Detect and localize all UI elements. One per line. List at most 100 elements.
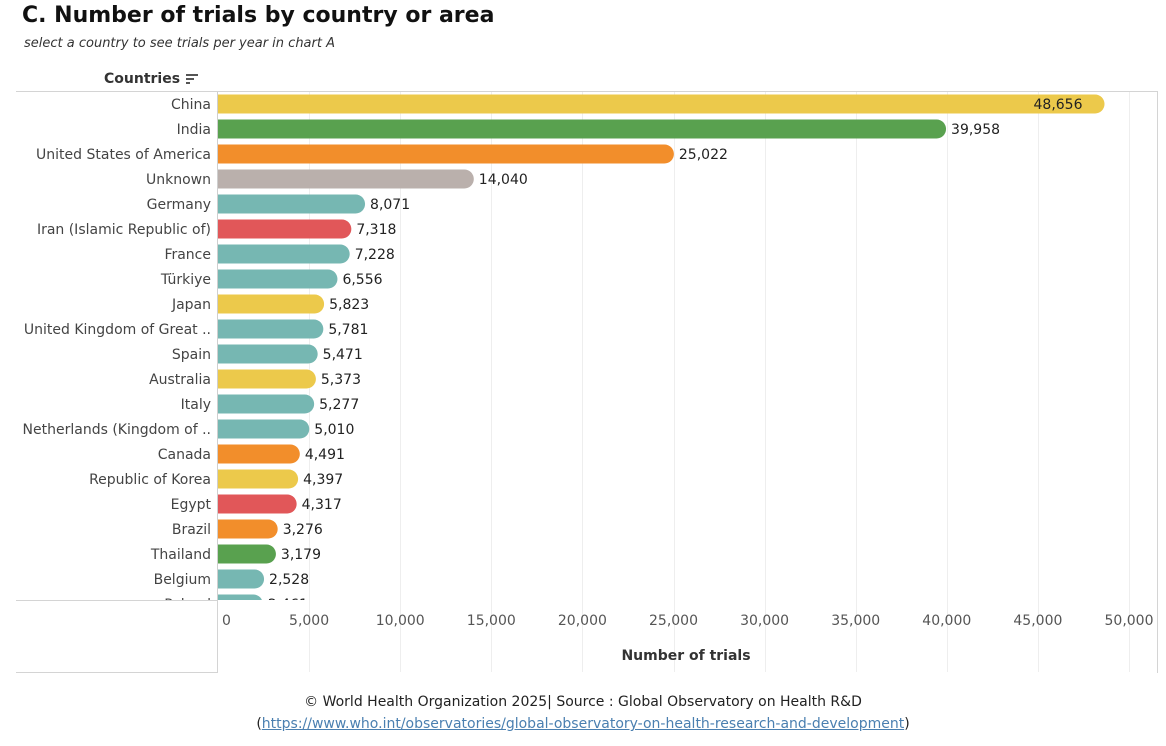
- bar-chart-plot: China 48,656 India 39,958 United States of A…: [23, 92, 1130, 601]
- bar-base: [218, 594, 228, 600]
- bar-base: [218, 344, 228, 364]
- bar-value-label: 2,461: [268, 597, 308, 600]
- country-label: United Kingdom of Great ..: [24, 322, 211, 338]
- source-link[interactable]: https://www.who.int/observatories/global…: [261, 716, 905, 732]
- bar-value-label: 48,656: [1034, 97, 1083, 113]
- bar-value-label: 25,022: [679, 147, 728, 163]
- chart-title: C. Number of trials by country or area: [22, 3, 495, 28]
- x-tick-label: 5,000: [289, 613, 329, 629]
- bar[interactable]: [218, 394, 315, 414]
- bar[interactable]: [218, 319, 324, 339]
- x-tick-label: 50,000: [1105, 613, 1154, 629]
- bar-base: [218, 119, 228, 139]
- chart-subtitle: select a country to see trials per year …: [24, 36, 335, 51]
- country-label: Unknown: [146, 172, 211, 188]
- bar-base: [218, 269, 228, 289]
- frame-top-border: [16, 91, 1158, 92]
- x-tick-label: 25,000: [649, 613, 698, 629]
- footer-source-link-line: (https://www.who.int/observatories/globa…: [0, 716, 1166, 732]
- bar-base: [218, 544, 228, 564]
- bar-base: [218, 519, 228, 539]
- bar[interactable]: [218, 194, 366, 214]
- axis-pane-left-border: [217, 600, 218, 673]
- bar-value-label: 5,277: [319, 397, 359, 413]
- countries-header-label: Countries: [104, 71, 181, 87]
- bar[interactable]: [218, 594, 263, 601]
- country-label: Australia: [149, 372, 211, 388]
- bar-base: [218, 244, 228, 264]
- x-tick-label: 15,000: [467, 613, 516, 629]
- bar[interactable]: [218, 544, 276, 564]
- bar[interactable]: [218, 444, 300, 464]
- country-label: Republic of Korea: [89, 472, 211, 488]
- bar-base: [218, 494, 228, 514]
- bar-value-label: 7,318: [356, 222, 396, 238]
- bar-value-label: 8,071: [370, 197, 410, 213]
- country-label: France: [164, 247, 211, 263]
- country-label: United States of America: [36, 147, 211, 163]
- x-tick-label: 10,000: [376, 613, 425, 629]
- country-label: India: [177, 122, 211, 138]
- bar[interactable]: [218, 219, 352, 239]
- bar-base: [218, 219, 228, 239]
- bar[interactable]: [218, 294, 325, 314]
- footer-close-paren: ): [904, 716, 910, 732]
- bar[interactable]: [218, 269, 338, 289]
- country-label: Iran (Islamic Republic of): [37, 222, 211, 238]
- bar-base: [218, 144, 228, 164]
- bar-value-label: 2,528: [269, 572, 309, 588]
- country-label: Thailand: [150, 547, 211, 563]
- x-axis: 0 5,000 10,000 15,000 20,000 25,000 30,000 35,0…: [222, 600, 1154, 672]
- bar[interactable]: [218, 119, 947, 139]
- bar[interactable]: [218, 144, 674, 164]
- bar-base: [218, 94, 228, 114]
- bar-value-label: 4,491: [305, 447, 345, 463]
- bar-value-label: 5,781: [328, 322, 368, 338]
- bar-value-label: 7,228: [355, 247, 395, 263]
- row-pane-bottom-border: [16, 600, 218, 601]
- bar[interactable]: [218, 569, 265, 589]
- bar-base: [218, 294, 228, 314]
- bar[interactable]: [218, 494, 297, 514]
- x-tick-label: 0: [222, 613, 231, 629]
- country-label: Spain: [172, 347, 211, 363]
- axis-pane-bottom-border: [16, 672, 218, 673]
- bar-base: [218, 469, 228, 489]
- bar[interactable]: [218, 94, 1105, 114]
- bar-value-label: 14,040: [479, 172, 528, 188]
- countries-column-header[interactable]: Countries: [104, 71, 199, 87]
- country-label: Germany: [147, 197, 211, 213]
- bar-value-label: 3,179: [281, 547, 321, 563]
- bar-value-label: 4,317: [302, 497, 342, 513]
- sort-descending-icon[interactable]: [185, 73, 199, 85]
- bar[interactable]: [218, 519, 278, 539]
- bar[interactable]: [218, 169, 474, 189]
- footer-open-paren: (: [256, 716, 262, 732]
- country-label: Poland: [164, 597, 211, 600]
- bar-value-label: 6,556: [342, 272, 382, 288]
- footer-credit: © World Health Organization 2025| Source…: [304, 694, 862, 710]
- bar-value-label: 5,373: [321, 372, 361, 388]
- bar[interactable]: [218, 244, 350, 264]
- bar-chart-scroll-area[interactable]: China 48,656 India 39,958 United States of A…: [0, 92, 1157, 600]
- bar[interactable]: [218, 369, 316, 389]
- bar-value-label: 39,958: [951, 122, 1000, 138]
- bar-base: [218, 569, 228, 589]
- bar-value-label: 4,397: [303, 472, 343, 488]
- bar-base: [218, 444, 228, 464]
- x-tick-label: 35,000: [831, 613, 880, 629]
- bar[interactable]: [218, 419, 310, 439]
- bar[interactable]: [218, 344, 318, 364]
- x-axis-title: Number of trials: [621, 648, 750, 664]
- bar-base: [218, 394, 228, 414]
- x-tick-label: 20,000: [558, 613, 607, 629]
- x-tick-label: 40,000: [922, 613, 971, 629]
- bar-base: [218, 369, 228, 389]
- country-label: Italy: [181, 397, 211, 413]
- country-label: Netherlands (Kingdom of ..: [23, 422, 211, 438]
- country-label: Canada: [158, 447, 211, 463]
- bar-base: [218, 419, 228, 439]
- bar-value-label: 5,823: [329, 297, 369, 313]
- bar[interactable]: [218, 469, 299, 489]
- x-tick-label: 45,000: [1013, 613, 1062, 629]
